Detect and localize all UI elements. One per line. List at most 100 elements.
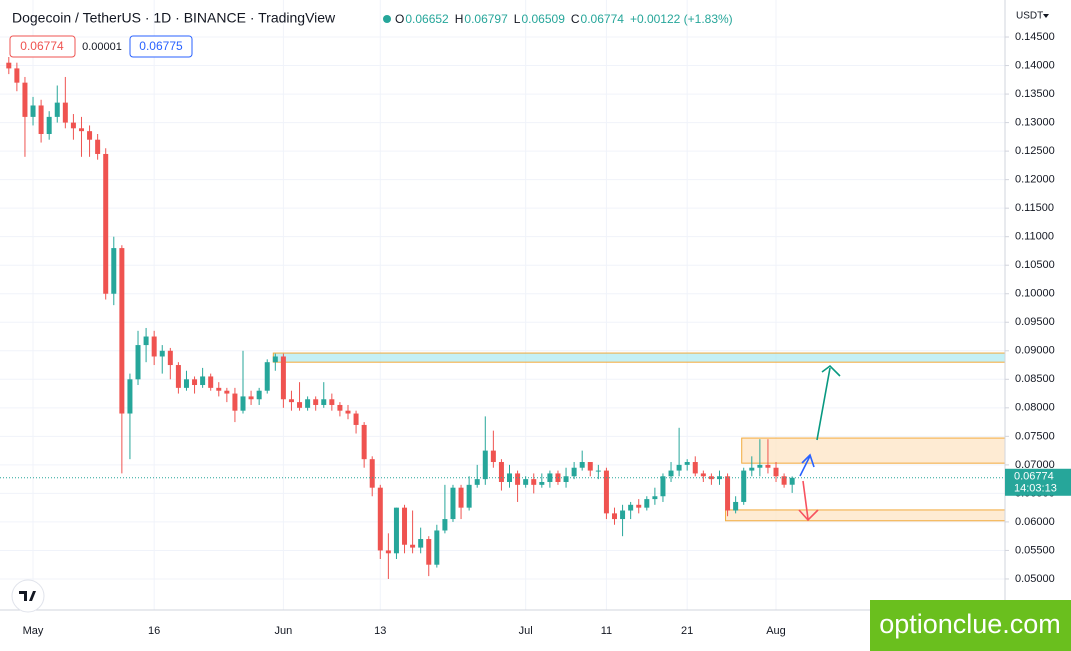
x-tick-label: Aug xyxy=(766,625,786,637)
candle-body xyxy=(563,476,569,482)
candle-body xyxy=(70,122,76,129)
candle-body xyxy=(733,501,739,511)
candle-body xyxy=(62,102,68,123)
countdown: 14:03:13 xyxy=(1014,483,1057,495)
candle-body xyxy=(402,507,408,545)
candle-body xyxy=(523,479,529,485)
candle-body xyxy=(95,139,101,154)
candle-body xyxy=(684,462,690,465)
x-tick-label: 21 xyxy=(681,625,693,637)
candle-body xyxy=(539,481,545,485)
y-tick-label: 0.10500 xyxy=(1015,259,1055,271)
candle-body xyxy=(54,102,60,117)
candle-body xyxy=(668,470,674,477)
candle-body xyxy=(781,476,787,485)
candle-body xyxy=(418,539,424,548)
price-box-sell[interactable] xyxy=(9,35,76,58)
candle-body xyxy=(603,470,609,514)
candle-body xyxy=(595,470,601,472)
candle-body xyxy=(369,459,375,488)
x-tick-label: Jun xyxy=(275,625,293,637)
candle-body xyxy=(741,470,747,502)
candle-body xyxy=(660,476,666,497)
legend-change: +0.00122 (+1.83%) xyxy=(630,12,733,26)
candle-body xyxy=(216,387,222,391)
price-box-buy[interactable] xyxy=(129,35,193,58)
candle-body xyxy=(757,464,763,468)
y-tick-label: 0.09000 xyxy=(1015,345,1055,357)
y-tick-label: 0.13500 xyxy=(1015,88,1055,100)
ohlc-legend: O 0.06652 H 0.06797 L 0.06509 C 0.06774 +0.00122… xyxy=(395,12,733,26)
legend-key: L xyxy=(514,12,521,26)
candle-body xyxy=(321,399,327,405)
x-tick-label: 16 xyxy=(148,625,160,637)
y-tick-label: 0.09500 xyxy=(1015,316,1055,328)
zone xyxy=(272,352,1006,363)
candle-body xyxy=(725,476,731,511)
y-tick-label: 0.07500 xyxy=(1015,430,1055,442)
candle-body xyxy=(240,396,246,411)
spread: 0.00001 xyxy=(82,41,122,53)
candle-body xyxy=(377,487,383,551)
y-tick-label: 0.14000 xyxy=(1015,59,1055,71)
candle-body xyxy=(579,462,585,468)
sell-price: 0.06774 xyxy=(20,39,64,53)
candle-body xyxy=(498,462,504,482)
candle-body xyxy=(280,356,286,400)
candle-body xyxy=(288,399,294,403)
candle-body xyxy=(692,462,698,474)
y-tick-label: 0.11500 xyxy=(1015,202,1054,214)
candle-body xyxy=(458,487,464,508)
candle-body xyxy=(264,362,270,391)
candle-body xyxy=(272,356,278,363)
candle-body xyxy=(636,504,642,508)
candle-body xyxy=(571,467,577,477)
watermark: optionclue.com xyxy=(879,609,1061,639)
y-tick-label: 0.08000 xyxy=(1015,402,1055,414)
candle-body xyxy=(620,510,626,520)
candle-body xyxy=(103,153,109,294)
candle-body xyxy=(175,365,181,388)
candle-body xyxy=(22,82,28,117)
y-tick-label: 0.12500 xyxy=(1015,145,1055,157)
y-tick-label: 0.07000 xyxy=(1015,459,1055,471)
arrow-up-blue xyxy=(799,453,815,477)
arrow-up-green xyxy=(816,364,841,441)
candle-body xyxy=(224,390,230,394)
candle-body xyxy=(143,336,149,346)
candle-body xyxy=(119,248,125,414)
tv-logo[interactable] xyxy=(11,579,45,613)
candle-body xyxy=(644,499,650,508)
candle-body xyxy=(789,477,795,485)
candle-body xyxy=(700,473,706,477)
candle-body xyxy=(313,399,319,405)
candle-body xyxy=(159,350,165,357)
candle-body xyxy=(353,413,359,425)
candle-body xyxy=(361,424,367,460)
y-tick-label: 0.08500 xyxy=(1015,373,1055,385)
candle-body xyxy=(555,473,561,482)
grid xyxy=(0,0,1005,610)
candle-body xyxy=(167,350,173,366)
candle-body xyxy=(410,544,416,548)
candle-body xyxy=(46,116,52,135)
candle-body xyxy=(393,507,399,554)
y-tick-label: 0.14500 xyxy=(1015,31,1055,43)
currency-caret xyxy=(1043,14,1049,18)
legend-value: 0.06774 xyxy=(581,12,625,26)
candle-body xyxy=(305,399,311,408)
candle-body xyxy=(345,410,351,414)
candle-body xyxy=(337,404,343,411)
tv-logo-mark xyxy=(19,591,36,601)
candle-body xyxy=(482,450,488,480)
candle-body xyxy=(507,473,513,482)
candle-body xyxy=(466,484,472,508)
x-tick-label: May xyxy=(23,625,44,637)
y-tick-label: 0.11000 xyxy=(1015,231,1054,243)
currency-label[interactable]: USDT xyxy=(1016,11,1043,22)
legend-value: 0.06797 xyxy=(464,12,508,26)
y-tick-label: 0.10000 xyxy=(1015,288,1055,300)
legend-key: C xyxy=(571,12,580,26)
candle-body xyxy=(612,513,617,520)
